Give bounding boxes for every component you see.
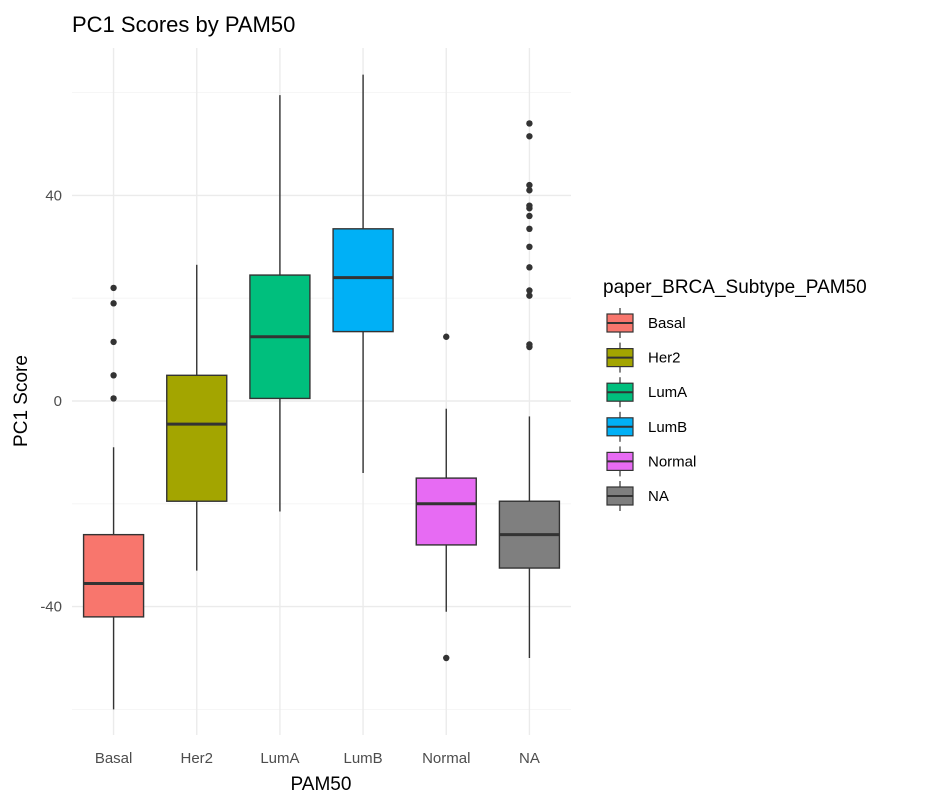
outlier-point	[110, 372, 117, 379]
box-her2	[166, 264, 228, 571]
y-tick-label: 0	[54, 393, 62, 410]
legend-label: Her2	[648, 350, 681, 367]
outlier-point	[526, 120, 533, 127]
y-axis-ticks: -40 0 40	[40, 187, 62, 615]
x-tick-label: Basal	[95, 750, 133, 767]
outlier-point	[526, 187, 533, 194]
outlier-point	[526, 264, 533, 271]
x-axis-title: PAM50	[291, 774, 352, 795]
outlier-point	[526, 292, 533, 299]
box-rect	[82, 533, 145, 618]
box-lumb	[332, 74, 394, 473]
outlier-point	[526, 341, 533, 348]
outlier-point	[443, 654, 450, 662]
legend-title: paper_BRCA_Subtype_PAM50	[603, 277, 867, 298]
outlier-point	[526, 133, 533, 140]
x-tick-label: LumB	[343, 750, 382, 767]
outlier-point	[526, 287, 533, 294]
x-tick-label: NA	[519, 750, 540, 767]
y-tick-label: -40	[40, 599, 62, 616]
legend-label: Basal	[648, 315, 686, 332]
outlier-point	[110, 395, 117, 402]
box-rect	[166, 374, 228, 502]
box-luma	[249, 95, 311, 512]
legend-label: Normal	[648, 453, 696, 470]
grid	[72, 48, 571, 735]
box-basal	[82, 284, 145, 710]
y-tick-label: 40	[45, 187, 62, 204]
x-tick-label: LumA	[260, 750, 299, 767]
y-axis-title: PC1 Score	[11, 355, 32, 447]
box-rect	[332, 228, 394, 333]
legend-label: LumB	[648, 419, 687, 436]
box-normal	[415, 333, 477, 662]
legend-item-normal: Normal	[606, 446, 696, 477]
box-rect	[415, 477, 477, 546]
outlier-point	[526, 181, 533, 189]
legend-label: NA	[648, 488, 669, 505]
boxes	[82, 74, 561, 710]
legend-item-her2: Her2	[606, 342, 681, 373]
outlier-point	[110, 338, 117, 346]
legend-item-lumb: LumB	[606, 411, 687, 442]
outlier-point	[526, 212, 533, 220]
legend-item-na: NA	[606, 481, 669, 511]
outlier-point	[110, 284, 117, 292]
outlier-point	[443, 333, 450, 340]
legend-item-basal: Basal	[606, 308, 686, 338]
legend-item-luma: LumA	[606, 377, 687, 408]
legend: paper_BRCA_Subtype_PAM50 Basal Her2 LumA Lu…	[603, 277, 867, 511]
outlier-point	[526, 202, 533, 209]
outlier-point	[110, 300, 117, 307]
chart-title: PC1 Scores by PAM50	[72, 12, 295, 37]
outlier-point	[526, 225, 533, 233]
legend-label: LumA	[648, 384, 687, 401]
x-tick-label: Her2	[180, 750, 213, 767]
x-axis-ticks: Basal Her2 LumA LumB Normal NA	[95, 750, 540, 767]
x-tick-label: Normal	[422, 750, 470, 767]
outlier-point	[526, 243, 533, 250]
box-na	[498, 120, 561, 658]
